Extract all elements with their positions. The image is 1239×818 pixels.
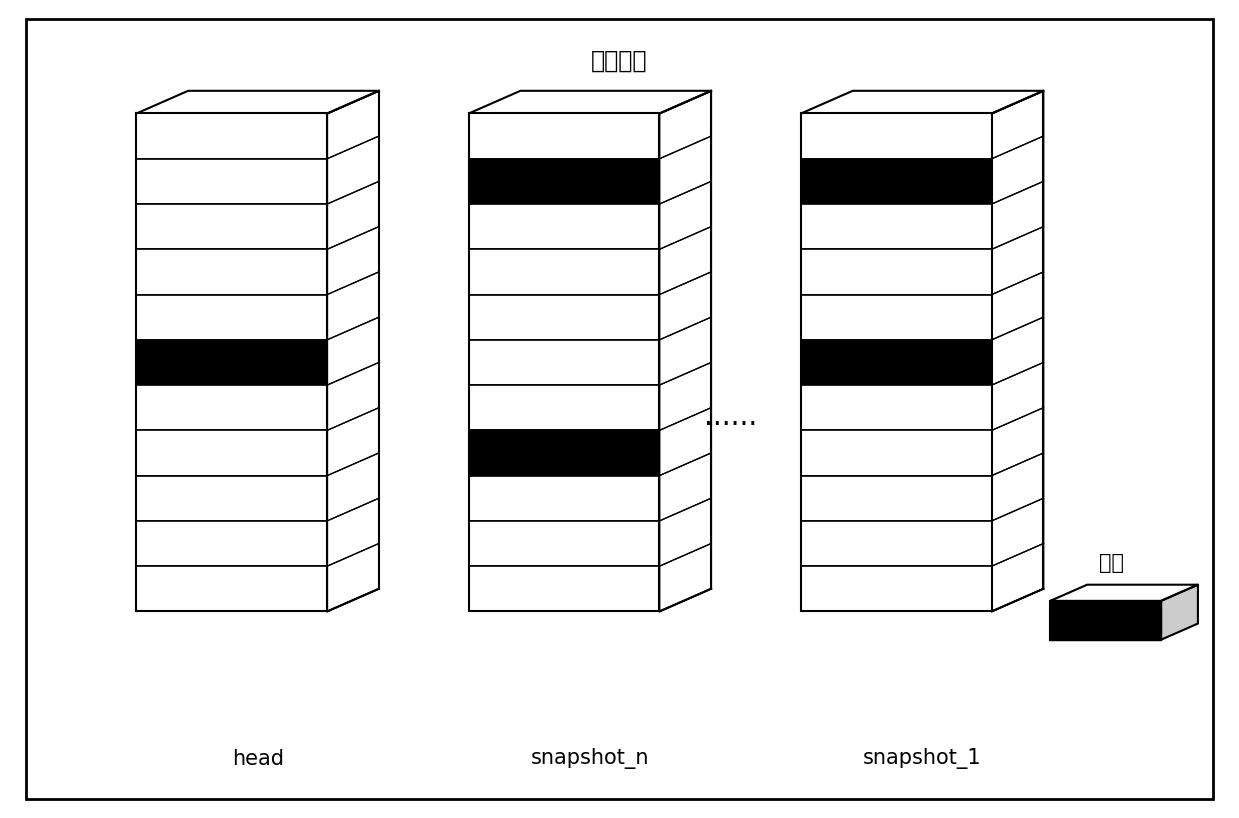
Bar bbox=[468, 114, 659, 159]
Polygon shape bbox=[136, 91, 379, 114]
Bar bbox=[468, 475, 659, 521]
Bar bbox=[468, 385, 659, 430]
Bar bbox=[468, 159, 659, 204]
Text: 数据: 数据 bbox=[1099, 553, 1124, 573]
Bar bbox=[136, 385, 327, 430]
Bar bbox=[802, 159, 991, 204]
Bar bbox=[136, 159, 327, 204]
Polygon shape bbox=[468, 91, 711, 114]
Polygon shape bbox=[327, 91, 379, 611]
Text: head: head bbox=[232, 748, 284, 769]
Polygon shape bbox=[659, 91, 711, 611]
Bar bbox=[136, 566, 327, 611]
Polygon shape bbox=[802, 91, 1043, 114]
Bar bbox=[468, 521, 659, 566]
Bar bbox=[136, 475, 327, 521]
Bar bbox=[468, 294, 659, 339]
Bar bbox=[136, 114, 327, 159]
Bar bbox=[136, 294, 327, 339]
Bar bbox=[136, 339, 327, 385]
Bar bbox=[468, 339, 659, 385]
Bar bbox=[136, 204, 327, 249]
Bar bbox=[802, 204, 991, 249]
Bar bbox=[802, 566, 991, 611]
Bar bbox=[802, 294, 991, 339]
Bar bbox=[802, 521, 991, 566]
Bar bbox=[468, 566, 659, 611]
Polygon shape bbox=[1051, 585, 1198, 601]
Polygon shape bbox=[1051, 601, 1161, 640]
Polygon shape bbox=[1161, 585, 1198, 640]
Bar bbox=[136, 430, 327, 475]
Text: snapshot_n: snapshot_n bbox=[530, 748, 649, 769]
Bar bbox=[802, 249, 991, 294]
Text: snapshot_1: snapshot_1 bbox=[862, 748, 981, 769]
Bar bbox=[802, 475, 991, 521]
Text: 存储组件: 存储组件 bbox=[591, 49, 648, 73]
Bar bbox=[468, 249, 659, 294]
Bar bbox=[468, 430, 659, 475]
Bar bbox=[802, 114, 991, 159]
Bar bbox=[136, 521, 327, 566]
Polygon shape bbox=[991, 91, 1043, 611]
Bar bbox=[802, 339, 991, 385]
Bar bbox=[802, 385, 991, 430]
Bar bbox=[802, 430, 991, 475]
Bar bbox=[136, 249, 327, 294]
Text: ......: ...... bbox=[704, 403, 757, 431]
Bar bbox=[468, 204, 659, 249]
